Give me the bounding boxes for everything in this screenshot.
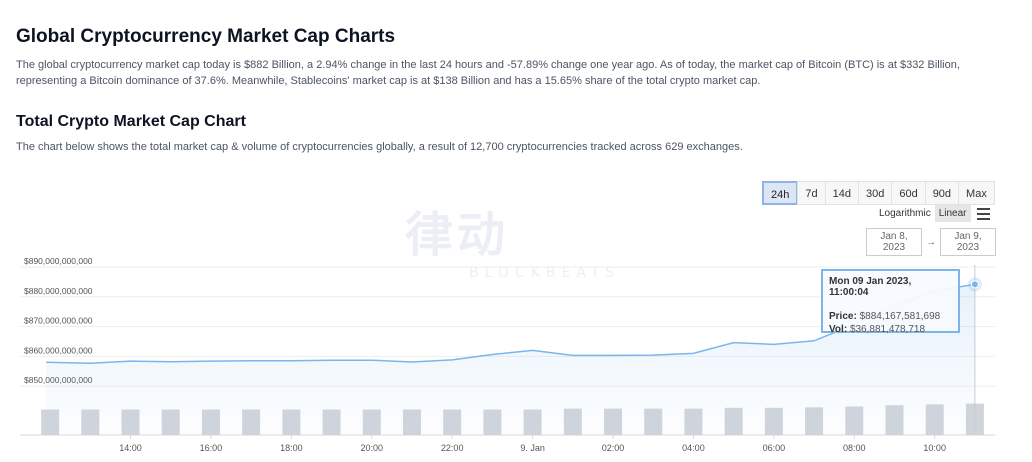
x-tick-label: 16:00 bbox=[200, 443, 223, 453]
tooltip-timestamp: Mon 09 Jan 2023, 11:00:04 bbox=[829, 276, 912, 298]
date-to-input[interactable]: Jan 9, 2023 bbox=[940, 228, 996, 256]
x-tick-label: 08:00 bbox=[843, 443, 866, 453]
market-summary-text: The global cryptocurrency market cap tod… bbox=[16, 59, 960, 87]
x-tick-label: 9. Jan bbox=[520, 443, 545, 453]
x-tick-label: 20:00 bbox=[361, 443, 384, 453]
x-tick-label: 10:00 bbox=[923, 443, 946, 453]
chart-section-description: The chart below shows the total market c… bbox=[16, 141, 743, 153]
hamburger-menu-icon[interactable] bbox=[976, 207, 991, 220]
range-button-90d[interactable]: 90d bbox=[924, 181, 960, 205]
y-tick-label: $880,000,000,000 bbox=[24, 286, 93, 296]
market-cap-area bbox=[46, 284, 975, 435]
time-range-selector: 24h 7d 14d 30d 60d 90d Max bbox=[762, 181, 995, 205]
chart-section-title: Total Crypto Market Cap Chart bbox=[16, 113, 246, 130]
x-tick-label: 14:00 bbox=[119, 443, 142, 453]
tooltip-vol-label: Vol: bbox=[829, 324, 848, 335]
watermark-logo-text: 律动 bbox=[405, 207, 510, 263]
range-button-30d[interactable]: 30d bbox=[857, 181, 893, 205]
chart-tooltip: Mon 09 Jan 2023, 11:00:04 Price: $884,16… bbox=[821, 269, 960, 335]
range-button-14d[interactable]: 14d bbox=[824, 181, 859, 205]
range-button-60d[interactable]: 60d bbox=[891, 181, 926, 205]
date-from-input[interactable]: Jan 8, 2023 bbox=[866, 228, 922, 256]
y-tick-label: $860,000,000,000 bbox=[24, 345, 93, 355]
scale-selector: Logarithmic Linear bbox=[875, 205, 991, 222]
blockbeats-watermark-logo: 律动 BLOCKBEATS bbox=[405, 195, 620, 281]
range-button-7d[interactable]: 7d bbox=[797, 181, 826, 205]
range-button-max[interactable]: Max bbox=[958, 181, 995, 205]
x-tick-label: 04:00 bbox=[682, 443, 705, 453]
market-cap-chart[interactable]: $850,000,000,000$860,000,000,000$870,000… bbox=[0, 250, 1032, 462]
tooltip-price-label: Price: bbox=[829, 311, 857, 322]
y-tick-label: $890,000,000,000 bbox=[24, 256, 93, 266]
arrow-right-icon: → bbox=[926, 236, 936, 248]
linear-scale-button[interactable]: Linear bbox=[934, 205, 971, 222]
range-button-24h[interactable]: 24h bbox=[762, 181, 799, 205]
highlight-point bbox=[970, 280, 979, 289]
x-tick-label: 18:00 bbox=[280, 443, 303, 453]
watermark-brand-text: BLOCKBEATS bbox=[469, 265, 621, 281]
tooltip-vol-value: $36,881,478,718 bbox=[849, 324, 926, 335]
x-tick-label: 02:00 bbox=[602, 443, 625, 453]
date-range-inputs: Jan 8, 2023 → Jan 9, 2023 bbox=[866, 228, 996, 256]
market-cap-series-line bbox=[46, 283, 976, 364]
tooltip-price-value: $884,167,581,698 bbox=[859, 311, 941, 322]
y-tick-label: $870,000,000,000 bbox=[24, 316, 93, 326]
page-title: Global Cryptocurrency Market Cap Charts bbox=[16, 26, 396, 47]
x-tick-label: 22:00 bbox=[441, 443, 464, 453]
logarithmic-scale-button[interactable]: Logarithmic bbox=[879, 208, 931, 219]
x-tick-label: 06:00 bbox=[763, 443, 786, 453]
